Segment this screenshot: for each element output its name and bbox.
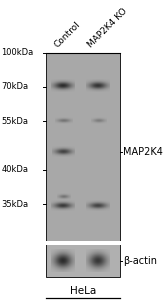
Text: MAP2K4 KO: MAP2K4 KO (87, 7, 129, 50)
Text: HeLa: HeLa (70, 286, 96, 296)
Text: β-actin: β-actin (123, 256, 157, 266)
Bar (46, 52, 120, 242)
Text: MAP2K4: MAP2K4 (123, 147, 163, 157)
Bar (46, 244, 120, 277)
Text: 35kDa: 35kDa (2, 200, 29, 209)
Text: 100kDa: 100kDa (2, 48, 34, 57)
Text: 40kDa: 40kDa (2, 165, 29, 174)
Text: 55kDa: 55kDa (2, 117, 29, 126)
Text: 70kDa: 70kDa (2, 82, 29, 91)
Text: Control: Control (52, 20, 82, 50)
Bar (44, 241, 121, 245)
